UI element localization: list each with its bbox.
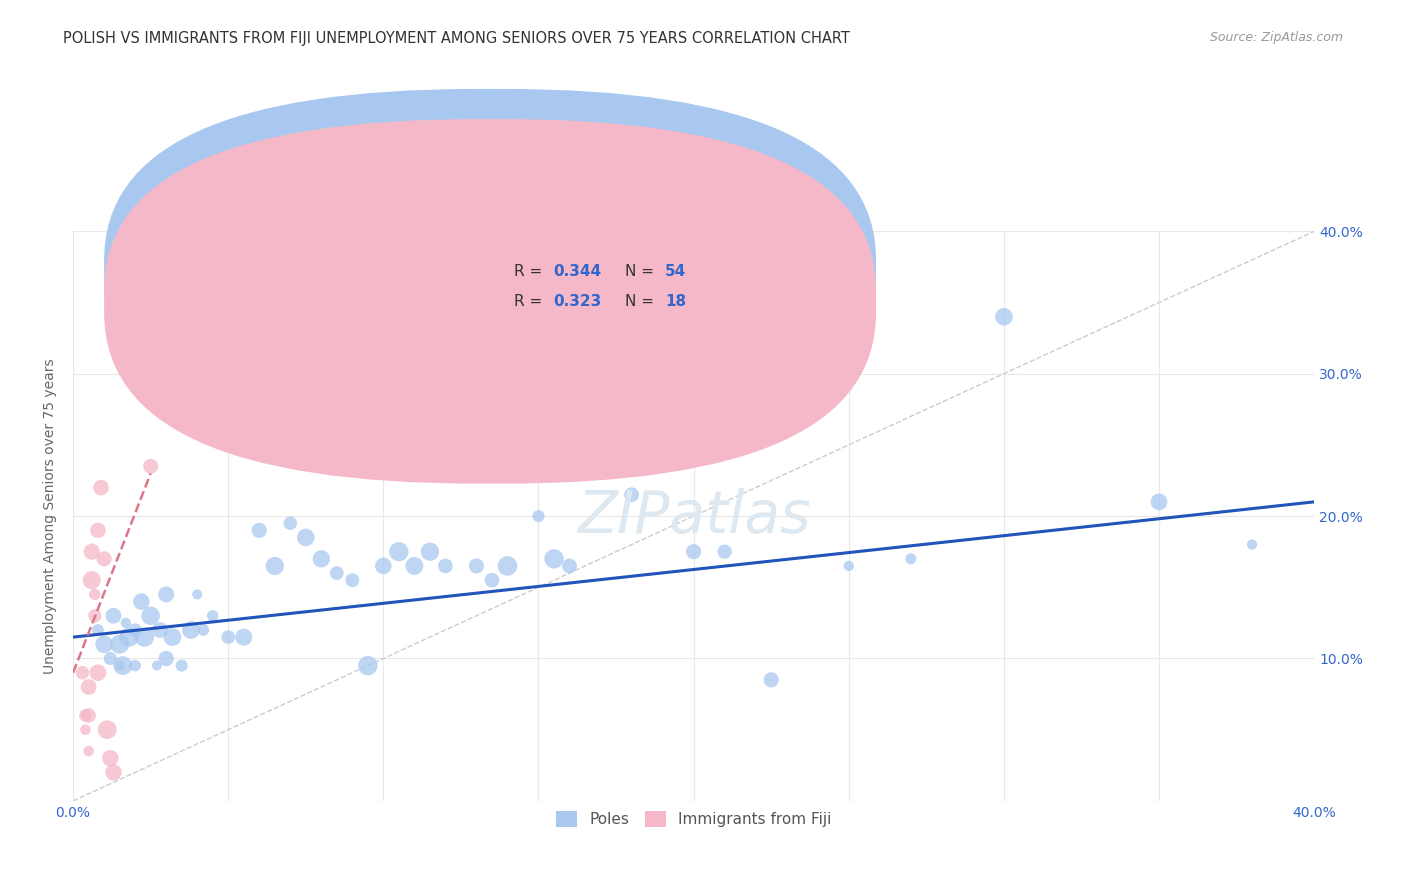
Point: [434, 558, 457, 573]
Point: [527, 509, 550, 524]
Point: [87, 623, 110, 637]
Point: [180, 623, 202, 637]
Point: [103, 765, 125, 780]
Point: [311, 551, 333, 566]
Y-axis label: Unemployment Among Seniors over 75 years: Unemployment Among Seniors over 75 years: [44, 359, 58, 674]
Point: [87, 665, 110, 680]
Point: [838, 558, 860, 573]
Point: [419, 544, 441, 558]
Point: [75, 708, 97, 723]
Point: [139, 608, 162, 623]
Point: [80, 573, 103, 587]
Point: [496, 558, 519, 573]
Text: 0.323: 0.323: [554, 293, 602, 309]
Point: [481, 573, 503, 587]
Point: [155, 651, 177, 665]
Point: [465, 558, 488, 573]
Point: [149, 623, 172, 637]
Point: [90, 481, 112, 495]
Text: R =: R =: [513, 264, 547, 278]
Point: [124, 658, 146, 673]
Point: [217, 630, 239, 644]
Point: [87, 524, 110, 538]
Point: [98, 651, 121, 665]
Point: [77, 680, 100, 694]
FancyBboxPatch shape: [458, 254, 744, 326]
Point: [232, 630, 254, 644]
Point: [103, 608, 125, 623]
Point: [124, 623, 146, 637]
Point: [108, 658, 131, 673]
Point: [134, 630, 156, 644]
Point: [201, 608, 224, 623]
Point: [131, 594, 153, 608]
Point: [713, 544, 735, 558]
Text: POLISH VS IMMIGRANTS FROM FIJI UNEMPLOYMENT AMONG SENIORS OVER 75 YEARS CORRELAT: POLISH VS IMMIGRANTS FROM FIJI UNEMPLOYM…: [63, 31, 851, 46]
Point: [186, 587, 208, 601]
Point: [263, 558, 285, 573]
Text: N =: N =: [626, 293, 659, 309]
Text: R =: R =: [513, 293, 547, 309]
Point: [139, 459, 162, 474]
Point: [96, 723, 118, 737]
Point: [193, 623, 215, 637]
Point: [170, 658, 193, 673]
Point: [388, 544, 411, 558]
Point: [1147, 495, 1170, 509]
Point: [77, 708, 100, 723]
Point: [83, 608, 105, 623]
Point: [993, 310, 1015, 324]
Point: [72, 665, 94, 680]
Text: 18: 18: [665, 293, 686, 309]
Point: [294, 531, 316, 545]
FancyBboxPatch shape: [104, 120, 876, 483]
Point: [114, 615, 136, 630]
Text: 0.344: 0.344: [554, 264, 602, 278]
Point: [111, 658, 134, 673]
Point: [83, 587, 105, 601]
Point: [404, 558, 426, 573]
FancyBboxPatch shape: [104, 89, 876, 453]
Text: ZIPatlas: ZIPatlas: [576, 488, 810, 545]
Point: [98, 751, 121, 765]
Point: [1241, 538, 1264, 552]
Point: [93, 551, 115, 566]
Point: [759, 673, 782, 687]
Point: [93, 637, 115, 651]
Point: [146, 658, 169, 673]
Text: Source: ZipAtlas.com: Source: ZipAtlas.com: [1209, 31, 1343, 45]
Point: [108, 637, 131, 651]
Point: [118, 630, 141, 644]
Point: [80, 544, 103, 558]
Point: [682, 544, 704, 558]
Point: [326, 566, 349, 580]
Point: [162, 630, 184, 644]
Point: [155, 587, 177, 601]
Point: [342, 573, 364, 587]
Point: [77, 744, 100, 758]
Point: [75, 723, 97, 737]
Point: [900, 551, 922, 566]
Point: [357, 658, 380, 673]
Point: [373, 558, 395, 573]
Point: [278, 516, 301, 531]
Point: [620, 488, 643, 502]
Text: N =: N =: [626, 264, 659, 278]
Legend: Poles, Immigrants from Fiji: Poles, Immigrants from Fiji: [550, 805, 838, 833]
Point: [543, 551, 565, 566]
Text: 54: 54: [665, 264, 686, 278]
Point: [247, 524, 270, 538]
Point: [558, 558, 581, 573]
